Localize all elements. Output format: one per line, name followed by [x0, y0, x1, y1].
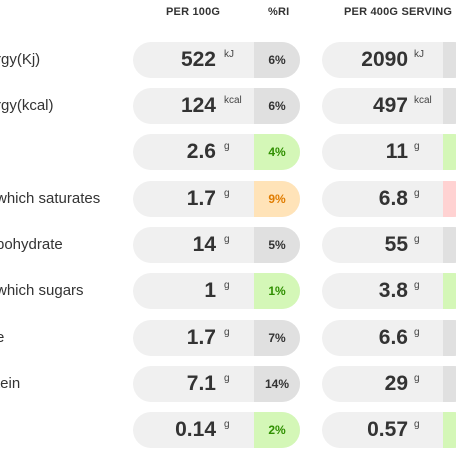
per-100g-value: 1.7 — [186, 187, 216, 210]
table-row: which saturates 1.7 g 9% 6.8 g 34 — [0, 181, 456, 217]
per-100g-value: 0.14 — [175, 418, 216, 441]
nutrient-label: which sugars — [0, 282, 84, 299]
table-row: rgy(kcal) 124 kcal 6% 497 kcal 25 — [0, 88, 456, 124]
nutrient-label: which saturates — [0, 190, 101, 207]
per-100g-cell: 1.7 g 9% — [133, 181, 300, 217]
per-serving-cell: 6.8 g 34 — [322, 181, 456, 217]
table-row: 2.6 g 4% 11 g 16 — [0, 134, 456, 170]
per-serving-cell: 3.8 g 4 — [322, 273, 456, 309]
per-100g-cell: 1.7 g 7% — [133, 320, 300, 356]
per-serving-value: 2090 — [361, 48, 408, 71]
per-serving-unit: g — [414, 373, 420, 384]
per-100g-ri-badge: 2% — [254, 412, 300, 448]
table-row: bohydrate 14 g 5% 55 g 21 — [0, 227, 456, 263]
per-serving-cell: 11 g 16 — [322, 134, 456, 170]
table-row: tein 7.1 g 14% 29 g 58 — [0, 366, 456, 402]
per-100g-value: 2.6 — [186, 140, 216, 163]
per-serving-unit: g — [414, 141, 420, 152]
per-serving-value: 55 — [384, 233, 408, 256]
per-100g-cell: 522 kJ 6% — [133, 42, 300, 78]
per-100g-value: 1.7 — [186, 326, 216, 349]
nutrient-label: e — [0, 329, 5, 346]
per-serving-ri-badge: 26 — [443, 320, 456, 356]
per-serving-cell: 6.6 g 26 — [322, 320, 456, 356]
per-100g-value: 14 — [192, 233, 216, 256]
per-100g-cell: 2.6 g 4% — [133, 134, 300, 170]
per-serving-value: 11 — [385, 140, 408, 163]
per-serving-cell: 497 kcal 25 — [322, 88, 456, 124]
table-row: e 1.7 g 7% 6.6 g 26 — [0, 320, 456, 356]
per-serving-cell: 55 g 21 — [322, 227, 456, 263]
per-serving-value: 29 — [384, 372, 408, 395]
header-per-100g: PER 100G — [166, 6, 221, 18]
per-serving-unit: g — [414, 280, 420, 291]
per-serving-ri-badge: 34 — [443, 181, 456, 217]
per-100g-cell: 0.14 g 2% — [133, 412, 300, 448]
per-serving-value: 0.57 — [367, 418, 408, 441]
per-100g-cell: 7.1 g 14% — [133, 366, 300, 402]
per-100g-unit: g — [224, 373, 230, 384]
per-serving-ri-badge: 16 — [443, 134, 456, 170]
per-serving-value: 6.6 — [378, 326, 408, 349]
per-100g-cell: 14 g 5% — [133, 227, 300, 263]
per-100g-value: 7.1 — [186, 372, 216, 395]
per-100g-cell: 1 g 1% — [133, 273, 300, 309]
per-serving-cell: 2090 kJ 25 — [322, 42, 456, 78]
per-100g-ri-badge: 6% — [254, 42, 300, 78]
nutrient-label: rgy(Kj) — [0, 51, 41, 68]
per-serving-unit: g — [414, 188, 420, 199]
per-100g-value: 124 — [180, 94, 216, 117]
per-serving-unit: g — [414, 234, 420, 245]
per-100g-cell: 124 kcal 6% — [133, 88, 300, 124]
per-100g-unit: g — [224, 419, 230, 430]
per-serving-value: 6.8 — [378, 187, 408, 210]
per-100g-unit: g — [224, 327, 230, 338]
header-per-serving: PER 400G SERVING — [344, 6, 453, 18]
nutrient-label: tein — [0, 375, 21, 392]
per-serving-value: 497 — [372, 94, 408, 117]
per-100g-ri-badge: 9% — [254, 181, 300, 217]
table-row: 0.14 g 2% 0.57 g 10 — [0, 412, 456, 448]
per-100g-unit: g — [224, 188, 230, 199]
nutrient-label: bohydrate — [0, 236, 63, 253]
per-serving-unit: g — [414, 419, 420, 430]
per-serving-ri-badge: 58 — [443, 366, 456, 402]
per-serving-ri-badge: 25 — [443, 88, 456, 124]
per-serving-cell: 29 g 58 — [322, 366, 456, 402]
per-serving-value: 3.8 — [378, 279, 408, 302]
per-100g-unit: kcal — [224, 95, 242, 106]
per-serving-ri-badge: 21 — [443, 227, 456, 263]
header-ri: %RI — [268, 6, 290, 18]
per-100g-ri-badge: 4% — [254, 134, 300, 170]
per-serving-unit: kJ — [414, 49, 424, 60]
per-100g-ri-badge: 1% — [254, 273, 300, 309]
nutrient-label: rgy(kcal) — [0, 97, 54, 114]
per-serving-ri-badge: 25 — [443, 42, 456, 78]
per-100g-unit: g — [224, 141, 230, 152]
per-100g-value: 1 — [204, 279, 216, 302]
table-row: rgy(Kj) 522 kJ 6% 2090 kJ 25 — [0, 42, 456, 78]
per-serving-ri-badge: 4 — [443, 273, 456, 309]
per-serving-unit: kcal — [414, 95, 432, 106]
per-serving-ri-badge: 10 — [443, 412, 456, 448]
per-100g-value: 522 — [180, 48, 216, 71]
per-serving-unit: g — [414, 327, 420, 338]
per-100g-ri-badge: 5% — [254, 227, 300, 263]
per-100g-ri-badge: 14% — [254, 366, 300, 402]
per-100g-ri-badge: 7% — [254, 320, 300, 356]
per-100g-unit: kJ — [224, 49, 234, 60]
per-100g-unit: g — [224, 234, 230, 245]
per-100g-unit: g — [224, 280, 230, 291]
per-100g-ri-badge: 6% — [254, 88, 300, 124]
per-serving-cell: 0.57 g 10 — [322, 412, 456, 448]
